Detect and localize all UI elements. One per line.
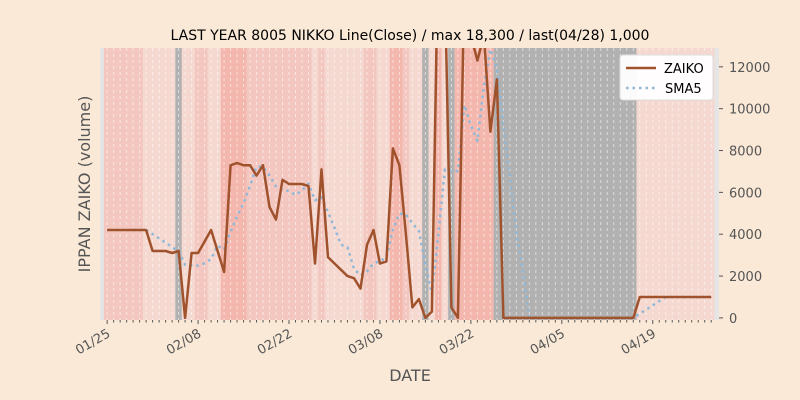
y-tick-label: 2000 bbox=[729, 270, 762, 285]
y-tick-label: 10000 bbox=[729, 103, 770, 118]
background-band bbox=[103, 48, 143, 320]
y-tick-label: 4000 bbox=[729, 228, 762, 243]
legend: ZAIKO SMA5 bbox=[619, 54, 714, 101]
background-band bbox=[363, 48, 377, 320]
y-tick-label: 12000 bbox=[729, 61, 770, 76]
background-band bbox=[142, 48, 176, 320]
background-band bbox=[493, 48, 637, 320]
background-band bbox=[448, 48, 455, 320]
background-band bbox=[435, 48, 442, 320]
series-line-zaiko bbox=[107, 48, 712, 320]
y-tick-label: 6000 bbox=[729, 186, 762, 201]
background-band bbox=[207, 48, 221, 320]
y-tick-label: 8000 bbox=[729, 145, 762, 160]
legend-sma5-label: SMA5 bbox=[665, 82, 702, 97]
legend-zaiko-label: ZAIKO bbox=[664, 62, 704, 77]
background-band bbox=[175, 48, 182, 320]
background-band bbox=[194, 48, 208, 320]
background-band bbox=[324, 48, 364, 320]
background-band bbox=[441, 48, 449, 320]
x-axis-label: DATE bbox=[389, 366, 431, 385]
background-band bbox=[220, 48, 247, 320]
y-axis-label: IPPAN ZAIKO (volume) bbox=[75, 96, 94, 273]
background-band bbox=[428, 48, 436, 320]
background-band bbox=[311, 48, 319, 320]
background-band bbox=[402, 48, 410, 320]
background-band bbox=[376, 48, 390, 320]
background-band bbox=[422, 48, 429, 320]
chart-title: LAST YEAR 8005 NIKKO Line(Close) / max 1… bbox=[171, 28, 650, 44]
y-tick-label: 0 bbox=[729, 312, 737, 327]
